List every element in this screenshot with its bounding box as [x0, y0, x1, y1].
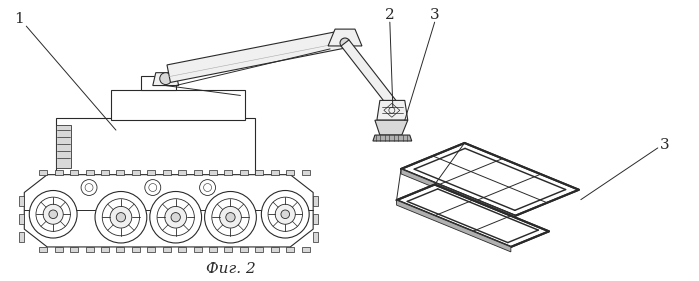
Polygon shape [224, 170, 233, 175]
Polygon shape [271, 170, 279, 175]
Circle shape [340, 38, 350, 48]
Circle shape [95, 191, 147, 243]
Circle shape [150, 191, 201, 243]
Polygon shape [396, 200, 511, 252]
Circle shape [29, 191, 77, 238]
Polygon shape [396, 185, 549, 247]
Polygon shape [163, 247, 171, 252]
Polygon shape [313, 196, 318, 206]
Polygon shape [375, 120, 408, 135]
Polygon shape [153, 73, 179, 85]
Polygon shape [85, 247, 94, 252]
Polygon shape [240, 170, 248, 175]
Polygon shape [101, 170, 109, 175]
Polygon shape [240, 247, 248, 252]
Polygon shape [271, 247, 279, 252]
Polygon shape [132, 170, 140, 175]
Polygon shape [20, 196, 24, 206]
Polygon shape [377, 100, 408, 120]
Circle shape [160, 73, 172, 85]
Polygon shape [209, 247, 217, 252]
Polygon shape [194, 247, 201, 252]
Circle shape [226, 213, 235, 222]
Polygon shape [39, 247, 48, 252]
Polygon shape [70, 170, 78, 175]
Circle shape [205, 191, 257, 243]
Polygon shape [194, 170, 201, 175]
Polygon shape [328, 29, 362, 46]
Circle shape [165, 207, 187, 228]
Text: 3: 3 [660, 138, 670, 152]
Polygon shape [313, 214, 318, 224]
Circle shape [281, 210, 289, 219]
Circle shape [81, 180, 97, 196]
Circle shape [145, 180, 161, 196]
Text: 3: 3 [430, 8, 440, 22]
Polygon shape [56, 118, 255, 175]
Polygon shape [178, 247, 186, 252]
Polygon shape [373, 135, 412, 141]
Polygon shape [341, 40, 400, 111]
Polygon shape [313, 232, 318, 242]
Circle shape [110, 207, 132, 228]
Polygon shape [401, 169, 515, 221]
Polygon shape [147, 170, 155, 175]
Polygon shape [167, 30, 347, 82]
Polygon shape [20, 214, 24, 224]
Polygon shape [163, 170, 171, 175]
Text: Фиг. 2: Фиг. 2 [206, 262, 255, 276]
Circle shape [275, 204, 295, 224]
Polygon shape [302, 247, 310, 252]
Polygon shape [117, 170, 124, 175]
Polygon shape [224, 247, 233, 252]
Polygon shape [302, 170, 310, 175]
Circle shape [200, 180, 215, 196]
Polygon shape [117, 247, 124, 252]
Polygon shape [147, 247, 155, 252]
Text: 2: 2 [385, 8, 395, 22]
Polygon shape [85, 170, 94, 175]
Text: 1: 1 [15, 12, 24, 26]
Polygon shape [101, 247, 109, 252]
Circle shape [261, 191, 309, 238]
Polygon shape [55, 247, 63, 252]
Circle shape [219, 207, 241, 228]
Polygon shape [56, 125, 71, 168]
Circle shape [43, 204, 63, 224]
Circle shape [49, 210, 57, 219]
Polygon shape [20, 232, 24, 242]
Polygon shape [132, 247, 140, 252]
Polygon shape [39, 170, 48, 175]
Polygon shape [255, 170, 264, 175]
Polygon shape [70, 247, 78, 252]
Polygon shape [401, 143, 579, 216]
Polygon shape [287, 247, 294, 252]
Polygon shape [178, 170, 186, 175]
Circle shape [116, 213, 126, 222]
Polygon shape [55, 170, 63, 175]
Polygon shape [255, 247, 264, 252]
Polygon shape [140, 76, 175, 90]
Polygon shape [287, 170, 294, 175]
Circle shape [171, 213, 180, 222]
Polygon shape [111, 90, 245, 120]
Polygon shape [209, 170, 217, 175]
Polygon shape [24, 175, 313, 247]
